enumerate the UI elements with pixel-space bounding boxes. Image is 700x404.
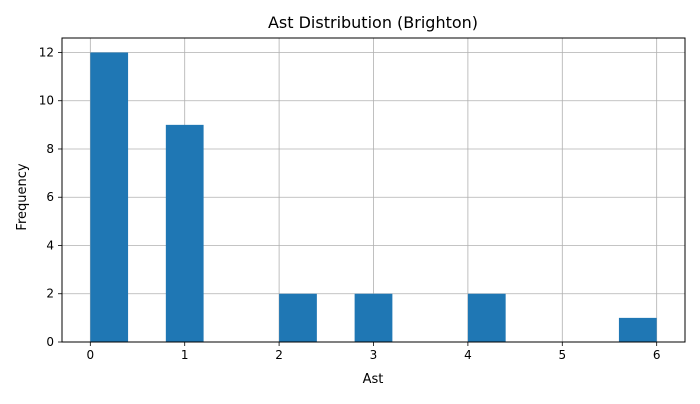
y-axis-label: Frequency (15, 163, 30, 230)
x-ticks: 0 1 2 3 4 5 6 (86, 342, 661, 362)
x-tick-label: 1 (181, 348, 189, 362)
histogram-bar (618, 317, 657, 342)
y-tick-label: 2 (46, 287, 54, 301)
y-tick-label: 10 (39, 94, 54, 108)
x-tick-label: 6 (653, 348, 661, 362)
x-tick-label: 4 (464, 348, 472, 362)
x-tick-label: 3 (370, 348, 378, 362)
histogram-bar (165, 124, 204, 342)
y-tick-label: 0 (46, 335, 54, 349)
x-axis-label: Ast (363, 372, 384, 387)
x-tick-label: 0 (86, 348, 94, 362)
histogram-bar (90, 52, 129, 342)
x-tick-label: 2 (275, 348, 283, 362)
chart-title: Ast Distribution (Brighton) (268, 13, 478, 32)
histogram-bar (467, 293, 506, 342)
x-tick-label: 5 (558, 348, 566, 362)
y-tick-label: 6 (46, 190, 54, 204)
y-tick-label: 12 (39, 45, 54, 59)
y-tick-label: 8 (46, 142, 54, 156)
histogram-bar (354, 293, 393, 342)
bars (90, 52, 657, 342)
y-tick-label: 4 (46, 238, 54, 252)
histogram-bar (279, 293, 317, 342)
y-ticks: 0 2 4 6 8 10 12 (39, 45, 62, 349)
